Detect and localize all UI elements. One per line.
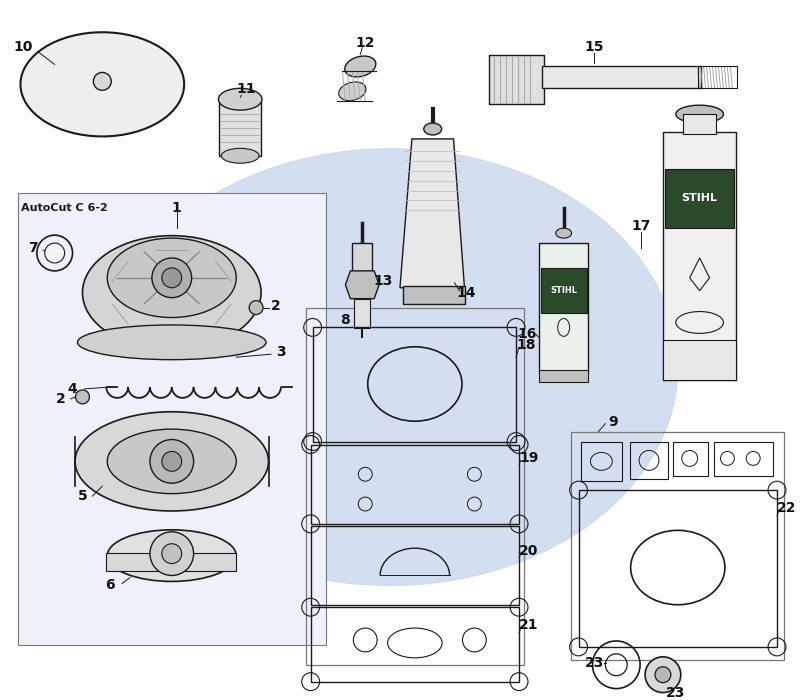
Text: 15: 15 — [585, 40, 604, 54]
Ellipse shape — [107, 238, 236, 318]
Bar — [310, 526, 519, 606]
Ellipse shape — [102, 149, 678, 585]
Text: 17: 17 — [631, 219, 650, 233]
Bar — [542, 66, 701, 88]
Bar — [310, 444, 519, 524]
Circle shape — [150, 532, 194, 575]
Circle shape — [75, 390, 90, 404]
Text: AutoCut C 6-2: AutoCut C 6-2 — [21, 204, 108, 214]
Text: STIHL: STIHL — [550, 286, 577, 295]
Text: 2: 2 — [271, 299, 281, 313]
Bar — [354, 299, 370, 328]
Text: 21: 21 — [519, 618, 538, 632]
Ellipse shape — [75, 412, 269, 511]
Bar — [673, 442, 707, 476]
Ellipse shape — [82, 236, 261, 350]
Bar — [403, 286, 466, 304]
Bar — [539, 243, 589, 372]
Text: 13: 13 — [374, 274, 393, 288]
Bar — [490, 55, 544, 104]
Circle shape — [162, 452, 182, 471]
Circle shape — [162, 544, 182, 564]
Ellipse shape — [78, 325, 266, 360]
Text: 23: 23 — [666, 685, 686, 699]
Text: 3: 3 — [276, 345, 286, 359]
Circle shape — [152, 258, 192, 298]
Bar — [630, 442, 668, 480]
Circle shape — [162, 268, 182, 288]
Text: 23: 23 — [585, 656, 604, 670]
Text: 20: 20 — [519, 544, 538, 558]
Text: 14: 14 — [457, 286, 476, 300]
Bar — [106, 553, 236, 570]
Circle shape — [150, 440, 194, 483]
Bar — [310, 607, 519, 682]
Ellipse shape — [222, 148, 259, 163]
Text: 19: 19 — [519, 452, 538, 466]
Bar — [698, 66, 738, 88]
Circle shape — [249, 300, 263, 314]
Bar — [581, 442, 622, 481]
Bar — [663, 132, 736, 380]
Bar — [578, 490, 777, 647]
Bar — [306, 307, 524, 665]
Bar — [682, 114, 717, 134]
Text: 5: 5 — [78, 489, 87, 503]
Text: STIHL: STIHL — [682, 193, 718, 204]
Text: 8: 8 — [341, 314, 350, 328]
Bar — [18, 193, 326, 645]
Bar — [352, 243, 372, 271]
Text: 12: 12 — [355, 36, 375, 50]
Ellipse shape — [556, 228, 572, 238]
Text: 9: 9 — [609, 414, 618, 428]
Text: 18: 18 — [516, 338, 536, 352]
Ellipse shape — [424, 123, 442, 135]
Bar — [539, 370, 589, 382]
Text: 6: 6 — [106, 578, 115, 592]
Bar — [570, 432, 784, 660]
Polygon shape — [346, 271, 379, 299]
Circle shape — [645, 657, 681, 692]
Ellipse shape — [345, 56, 376, 77]
Circle shape — [94, 72, 111, 90]
Polygon shape — [400, 139, 465, 288]
Ellipse shape — [338, 82, 366, 101]
Circle shape — [45, 243, 65, 263]
Text: 7: 7 — [28, 241, 38, 255]
Ellipse shape — [676, 105, 723, 123]
Ellipse shape — [107, 429, 236, 493]
Text: 2: 2 — [56, 392, 66, 406]
Bar — [714, 442, 773, 476]
Bar — [219, 102, 261, 156]
Bar — [541, 268, 586, 312]
Text: 1: 1 — [172, 202, 182, 216]
Text: 22: 22 — [777, 501, 797, 515]
Ellipse shape — [21, 32, 184, 136]
Text: 10: 10 — [14, 40, 33, 54]
Text: 4: 4 — [68, 382, 78, 396]
Bar — [313, 328, 516, 442]
Bar — [665, 169, 734, 228]
Ellipse shape — [107, 530, 236, 582]
Text: 11: 11 — [237, 83, 256, 97]
Bar — [663, 340, 736, 380]
Text: 16: 16 — [518, 328, 537, 342]
Circle shape — [655, 667, 671, 682]
Ellipse shape — [218, 88, 262, 110]
